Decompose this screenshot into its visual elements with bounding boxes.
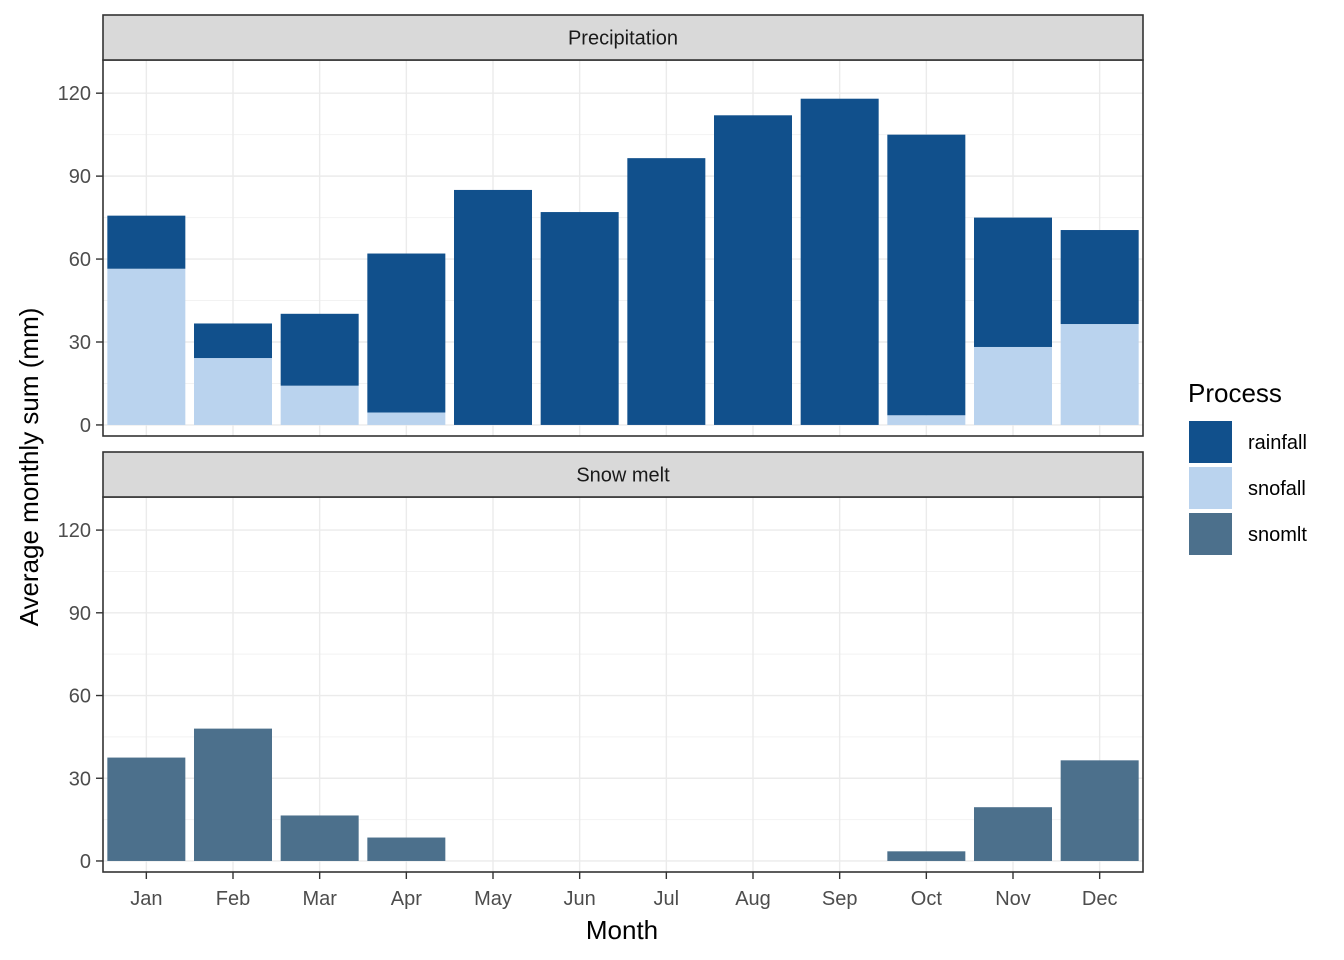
x-tick-label-mar: Mar	[302, 888, 337, 910]
bar-rainfall-jul	[627, 158, 706, 425]
x-axis: Jan Feb Mar Apr May Jun Jul Aug Sep Oct Nov Dec	[130, 872, 1117, 910]
legend-label-snofall: snofall	[1248, 478, 1306, 500]
y-tick-label: 60	[69, 249, 91, 271]
bar-rainfall-dec	[1060, 230, 1139, 325]
x-tick-label-sep: Sep	[822, 888, 858, 910]
facet-strip	[102, 14, 1144, 61]
legend-key-snomlt	[1189, 513, 1232, 555]
bar-rainfall-apr	[367, 253, 446, 413]
legend-label-rainfall: rainfall	[1248, 432, 1307, 454]
facet-strip	[102, 451, 1144, 498]
x-tick-label-may: May	[474, 888, 512, 910]
y-tick-label: 0	[80, 851, 91, 873]
bar-snofall-oct	[887, 415, 966, 425]
bar-snofall-mar	[280, 385, 359, 425]
y-tick-label: 0	[80, 415, 91, 437]
facet-strip-label: Snow melt	[576, 465, 670, 487]
panel-background	[103, 497, 1143, 872]
bar-snofall-apr	[367, 412, 446, 425]
series-snomlt	[107, 728, 1139, 861]
bar-snofall-feb	[194, 358, 272, 425]
legend-key-snofall	[1189, 467, 1232, 509]
bar-rainfall-may	[454, 189, 532, 425]
bar-snomlt-nov	[974, 807, 1052, 861]
bar-snomlt-dec	[1060, 760, 1139, 861]
bar-snofall-jan	[107, 268, 186, 425]
bar-snomlt-feb	[194, 728, 272, 861]
x-tick-label-jul: Jul	[654, 888, 680, 910]
bar-rainfall-jun	[540, 212, 619, 425]
bar-rainfall-nov	[974, 217, 1052, 347]
legend-key-rainfall	[1189, 421, 1232, 463]
panel-background	[103, 60, 1143, 436]
bar-snomlt-apr	[367, 837, 446, 861]
bar-rainfall-oct	[887, 134, 966, 416]
x-tick-label-dec: Dec	[1082, 888, 1118, 910]
facet-strip-label: Precipitation	[568, 28, 678, 50]
y-tick-label: 30	[69, 768, 91, 790]
series-rainfall	[107, 98, 1139, 425]
panel-1: Precipitation 0 30 60 90 120	[58, 14, 1144, 437]
panel-2: Snow melt 0 30 60 90 120	[58, 451, 1144, 873]
x-tick-label-apr: Apr	[391, 888, 422, 910]
x-tick-label-nov: Nov	[995, 888, 1031, 910]
y-axis-title: Average monthly sum (mm)	[14, 308, 44, 627]
x-tick-label-feb: Feb	[216, 888, 250, 910]
legend-title: Process	[1188, 378, 1282, 408]
bar-snomlt-oct	[887, 851, 966, 861]
bar-rainfall-jan	[107, 215, 186, 269]
legend: Process rainfall snofall snomlt	[1188, 378, 1307, 555]
y-tick-label: 120	[58, 520, 91, 542]
x-tick-label-jun: Jun	[564, 888, 596, 910]
bar-rainfall-mar	[280, 313, 359, 386]
series-snofall	[107, 268, 1139, 425]
y-tick-label: 120	[58, 83, 91, 105]
x-tick-label-jan: Jan	[130, 888, 162, 910]
y-tick-label: 30	[69, 332, 91, 354]
x-tick-label-aug: Aug	[735, 888, 771, 910]
y-tick-label: 60	[69, 686, 91, 708]
bar-snofall-nov	[974, 346, 1052, 425]
y-tick-label: 90	[69, 166, 91, 188]
legend-label-snomlt: snomlt	[1248, 524, 1307, 546]
bar-rainfall-sep	[800, 98, 879, 425]
bar-snomlt-jan	[107, 757, 186, 861]
x-axis-title: Month	[586, 915, 658, 945]
x-tick-label-oct: Oct	[911, 888, 943, 910]
bar-snomlt-mar	[280, 815, 359, 861]
panels-layer: Precipitation 0 30 60 90 120 Snow melt 0 30 60 90 1…	[58, 14, 1144, 873]
bar-rainfall-aug	[714, 115, 792, 425]
bar-rainfall-feb	[194, 323, 272, 359]
y-tick-label: 90	[69, 603, 91, 625]
bar-snofall-dec	[1060, 324, 1139, 425]
